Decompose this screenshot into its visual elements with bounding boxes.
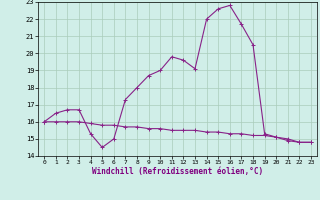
X-axis label: Windchill (Refroidissement éolien,°C): Windchill (Refroidissement éolien,°C) — [92, 167, 263, 176]
